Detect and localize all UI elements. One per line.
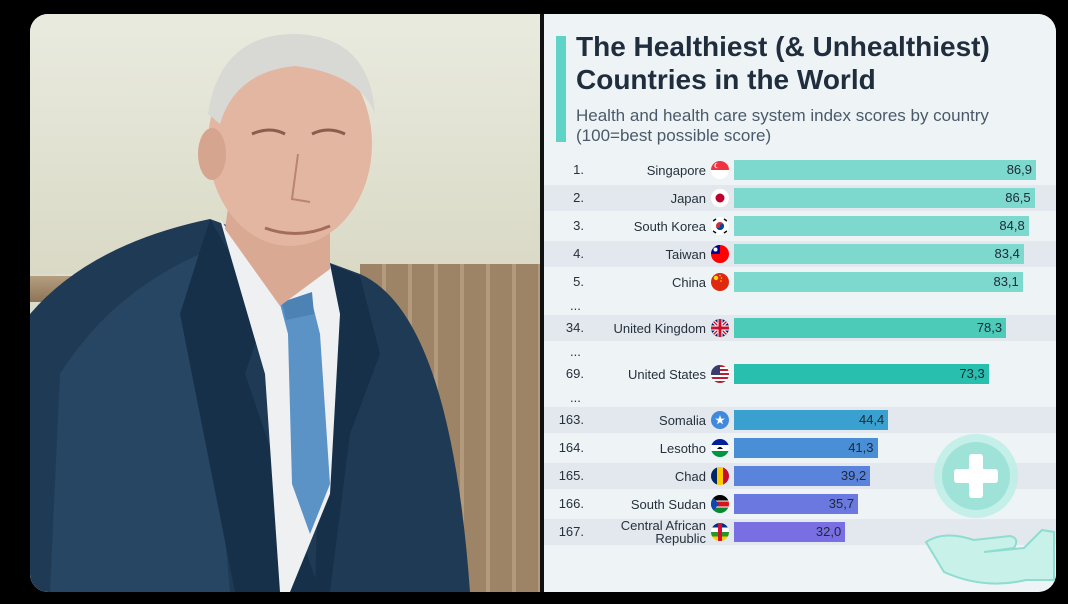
gb-flag-icon <box>711 319 729 337</box>
bar-row: 4. Taiwan 83,4 <box>544 241 1056 267</box>
value-label: 84,8 <box>999 218 1025 233</box>
value-label: 41,3 <box>848 440 874 455</box>
bar-row: 164. Lesotho 41,3 <box>544 435 1056 461</box>
bar-row: 166. South Sudan 35,7 <box>544 491 1056 517</box>
jp-flag-icon <box>711 189 729 207</box>
ls-flag-icon <box>711 439 729 457</box>
bar-row: 34. United Kingdom 78,3 <box>544 315 1056 341</box>
country-label: Somalia <box>659 412 706 428</box>
value-label: 86,9 <box>1006 162 1032 177</box>
row-ellipsis: ... <box>570 298 581 313</box>
country-label: South Korea <box>633 218 706 234</box>
country-label: Taiwan <box>665 246 706 262</box>
value-label: 35,7 <box>828 496 855 511</box>
sg-flag-icon <box>711 161 729 179</box>
country-label: Singapore <box>646 162 706 178</box>
value-label: 83,1 <box>993 274 1019 289</box>
bar: 86,5 <box>734 188 1035 208</box>
country-label: Central African Republic <box>620 518 706 546</box>
cf-flag-icon <box>711 523 729 541</box>
bar-row: 69. United States 73,3 <box>544 361 1056 387</box>
ss-flag-icon <box>711 495 729 513</box>
row-ellipsis: ... <box>570 390 581 405</box>
tw-flag-icon <box>711 245 729 263</box>
health-cross-hand-icon <box>924 434 1055 585</box>
kr-flag-icon <box>711 217 729 235</box>
country-label: South Sudan <box>630 496 706 512</box>
value-label: 32,0 <box>815 524 842 539</box>
bar: 41,3 <box>734 438 878 458</box>
bar: 83,1 <box>734 272 1023 292</box>
rank-label: 164. <box>558 440 584 455</box>
bar: 32,0 <box>734 522 846 542</box>
bar-row: 2. Japan 86,5 <box>544 185 1056 211</box>
cn-flag-icon <box>711 273 729 291</box>
bar: 86,9 <box>734 160 1036 180</box>
row-ellipsis: ... <box>570 344 581 359</box>
bar-row: 5. China 83,1 <box>544 269 1056 295</box>
rank-label: 4. <box>573 246 584 261</box>
value-label: 39,2 <box>840 468 867 483</box>
rank-label: 69. <box>565 366 584 381</box>
us-flag-icon <box>711 365 729 383</box>
so-flag-icon <box>711 411 729 429</box>
title-accent-bar <box>556 36 566 142</box>
chart-title: The Healthiest (& Unhealthiest) Countrie… <box>576 31 990 95</box>
rank-label: 163. <box>558 412 584 427</box>
bar: 35,7 <box>734 494 859 514</box>
rank-label: 167. <box>558 524 584 539</box>
bar-row: 1. Singapore 86,9 <box>544 157 1056 183</box>
country-label: Lesotho <box>659 440 706 456</box>
bar: 44,4 <box>734 410 889 430</box>
bar: 78,3 <box>734 318 1007 338</box>
rank-label: 165. <box>558 468 584 483</box>
value-label: 44,4 <box>858 412 885 427</box>
bar: 73,3 <box>734 364 989 384</box>
country-label: Chad <box>674 468 706 484</box>
rank-label: 3. <box>573 218 584 233</box>
bar-row: 163. Somalia 44,4 <box>544 407 1056 433</box>
rank-label: 2. <box>573 190 584 205</box>
bar-row: 3. South Korea 84,8 <box>544 213 1056 239</box>
bar-row: 167. Central African Republic 32,0 <box>544 519 1056 545</box>
bar: 84,8 <box>734 216 1029 236</box>
value-label: 78,3 <box>976 320 1003 335</box>
value-label: 83,4 <box>994 246 1020 261</box>
chart-subtitle: Health and health care system index scor… <box>576 106 989 145</box>
rank-label: 5. <box>573 274 584 289</box>
country-label: China <box>672 274 706 290</box>
country-label: United Kingdom <box>613 320 707 336</box>
country-label: United States <box>627 366 706 382</box>
td-flag-icon <box>711 467 729 485</box>
panel-divider <box>540 14 544 592</box>
bar: 39,2 <box>734 466 871 486</box>
country-label: Japan <box>670 190 706 206</box>
infographic: The Healthiest (& Unhealthiest) Countrie… <box>30 14 1056 592</box>
value-label: 73,3 <box>959 366 985 381</box>
value-label: 86,5 <box>1005 190 1031 205</box>
rank-label: 166. <box>558 496 584 511</box>
rank-label: 1. <box>573 162 584 177</box>
chart-panel: The Healthiest (& Unhealthiest) Countrie… <box>544 14 1056 592</box>
rank-label: 34. <box>565 320 584 335</box>
portrait-photo <box>30 14 540 592</box>
bar: 83,4 <box>734 244 1024 264</box>
